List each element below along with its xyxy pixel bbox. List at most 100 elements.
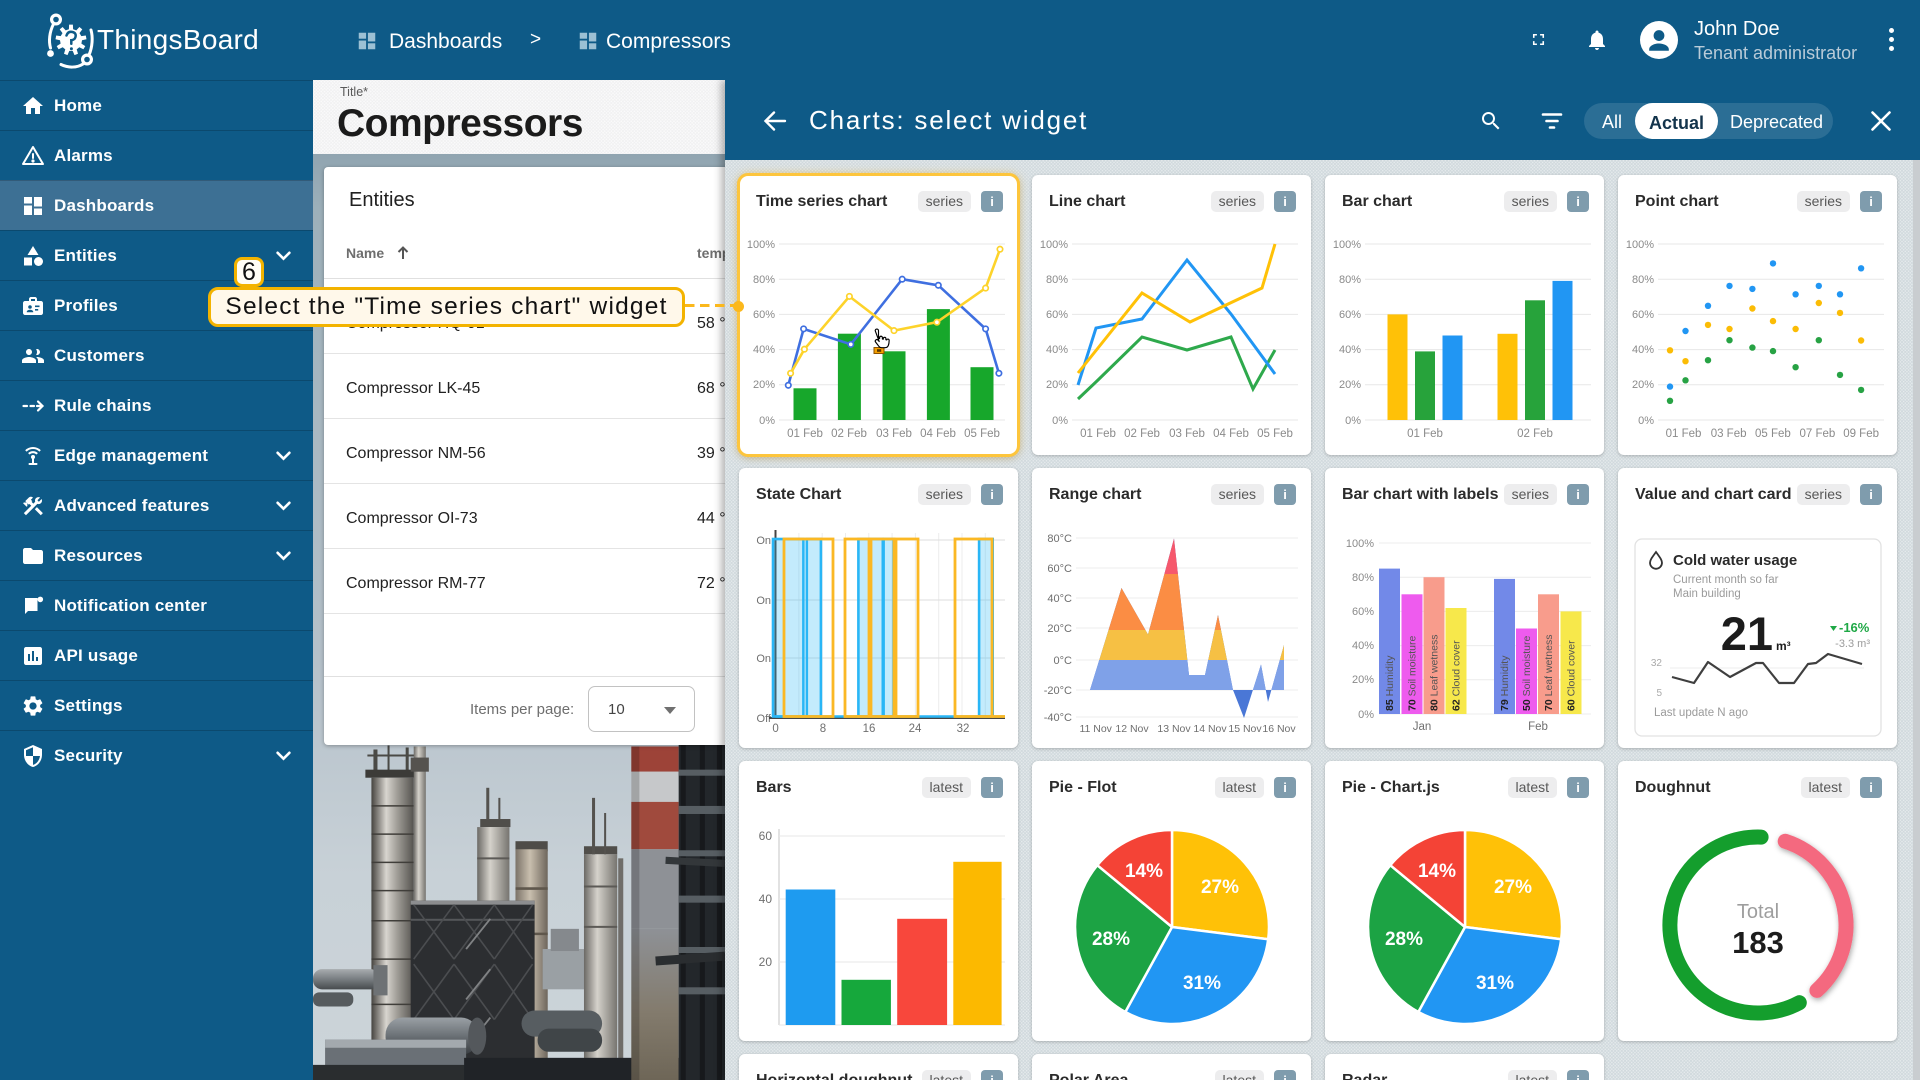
svg-text:40: 40 <box>759 892 773 906</box>
svg-text:8: 8 <box>820 723 826 735</box>
svg-text:Cold water usage: Cold water usage <box>1673 552 1797 569</box>
svg-text:70 Leaf wetness: 70 Leaf wetness <box>1543 635 1555 711</box>
svg-text:05 Feb: 05 Feb <box>964 428 1000 440</box>
svg-text:40%: 40% <box>1352 640 1374 652</box>
svg-text:40%: 40% <box>753 344 775 356</box>
svg-text:02 Feb: 02 Feb <box>1517 428 1553 440</box>
svg-text:0°C: 0°C <box>1054 655 1073 667</box>
svg-text:60%: 60% <box>1632 309 1654 321</box>
svg-text:20%: 20% <box>1339 379 1361 391</box>
svg-text:80%: 80% <box>1632 274 1654 286</box>
svg-text:04 Feb: 04 Feb <box>1213 428 1249 440</box>
svg-text:100%: 100% <box>1346 538 1374 550</box>
svg-text:60%: 60% <box>753 309 775 321</box>
svg-text:28%: 28% <box>1385 929 1423 950</box>
svg-text:0: 0 <box>772 723 778 735</box>
svg-text:60%: 60% <box>1046 309 1068 321</box>
svg-text:Off: Off <box>757 713 772 725</box>
svg-text:20%: 20% <box>1046 379 1068 391</box>
svg-text:Current month so far: Current month so far <box>1673 574 1779 586</box>
svg-text:Main building: Main building <box>1673 588 1741 600</box>
svg-text:05 Feb: 05 Feb <box>1257 428 1293 440</box>
svg-text:m³: m³ <box>1776 639 1791 653</box>
svg-text:80%: 80% <box>1046 274 1068 286</box>
svg-text:02 Feb: 02 Feb <box>831 428 867 440</box>
svg-text:03 Feb: 03 Feb <box>1711 428 1747 440</box>
svg-text:60°C: 60°C <box>1047 563 1072 575</box>
svg-text:20%: 20% <box>1352 674 1374 686</box>
svg-text:01 Feb: 01 Feb <box>1407 428 1443 440</box>
svg-text:40%: 40% <box>1632 344 1654 356</box>
svg-text:80 Leaf wetness: 80 Leaf wetness <box>1429 635 1441 711</box>
svg-text:02 Feb: 02 Feb <box>1124 428 1160 440</box>
svg-text:183: 183 <box>1732 925 1784 960</box>
svg-text:100%: 100% <box>1626 239 1654 251</box>
svg-text:14 Nov: 14 Nov <box>1193 723 1227 735</box>
svg-text:40%: 40% <box>1339 344 1361 356</box>
svg-text:60 Cloud cover: 60 Cloud cover <box>1566 640 1578 711</box>
svg-text:100%: 100% <box>1333 239 1361 251</box>
svg-text:-40°C: -40°C <box>1044 712 1072 724</box>
svg-text:01 Feb: 01 Feb <box>787 428 823 440</box>
svg-text:-16%: -16% <box>1839 620 1870 635</box>
svg-text:20°C: 20°C <box>1047 623 1072 635</box>
svg-text:100%: 100% <box>1040 239 1068 251</box>
svg-text:80°C: 80°C <box>1047 533 1072 545</box>
svg-text:03 Feb: 03 Feb <box>876 428 912 440</box>
svg-text:31%: 31% <box>1476 973 1514 994</box>
svg-text:11 Nov: 11 Nov <box>1079 723 1112 735</box>
svg-text:27%: 27% <box>1201 877 1239 898</box>
svg-text:24: 24 <box>909 723 922 735</box>
svg-text:05 Feb: 05 Feb <box>1755 428 1791 440</box>
svg-text:40%: 40% <box>1046 344 1068 356</box>
svg-text:14%: 14% <box>1418 861 1456 882</box>
svg-text:31%: 31% <box>1183 973 1221 994</box>
svg-text:50 Soil moisture: 50 Soil moisture <box>1521 636 1533 711</box>
svg-text:28%: 28% <box>1092 929 1130 950</box>
svg-text:Jan: Jan <box>1413 721 1432 733</box>
svg-text:20: 20 <box>759 955 773 969</box>
svg-text:0%: 0% <box>1638 415 1654 427</box>
svg-text:5: 5 <box>1656 688 1662 699</box>
svg-text:60: 60 <box>759 829 773 843</box>
svg-text:100%: 100% <box>747 239 775 251</box>
svg-text:12 Nov: 12 Nov <box>1115 723 1149 735</box>
svg-text:0%: 0% <box>1358 709 1374 721</box>
svg-text:0%: 0% <box>1345 415 1361 427</box>
svg-text:79 Humidity: 79 Humidity <box>1499 655 1511 711</box>
svg-text:07 Feb: 07 Feb <box>1799 428 1835 440</box>
svg-text:16: 16 <box>863 723 876 735</box>
svg-text:On: On <box>756 535 771 547</box>
svg-text:21: 21 <box>1721 607 1773 660</box>
svg-text:80%: 80% <box>753 274 775 286</box>
svg-text:01 Feb: 01 Feb <box>1666 428 1702 440</box>
svg-text:13 Nov: 13 Nov <box>1157 723 1191 735</box>
svg-text:15 Nov: 15 Nov <box>1228 723 1262 735</box>
svg-text:85 Humidity: 85 Humidity <box>1384 655 1396 711</box>
svg-text:-20°C: -20°C <box>1044 685 1072 697</box>
svg-text:80%: 80% <box>1352 572 1374 584</box>
svg-text:60%: 60% <box>1352 606 1374 618</box>
svg-text:62 Cloud cover: 62 Cloud cover <box>1451 640 1463 711</box>
svg-text:32: 32 <box>1651 658 1663 669</box>
svg-text:03 Feb: 03 Feb <box>1169 428 1205 440</box>
svg-text:Last update N ago: Last update N ago <box>1654 707 1748 719</box>
svg-text:60%: 60% <box>1339 309 1361 321</box>
svg-text:Total: Total <box>1737 901 1779 923</box>
svg-text:-3.3 m³: -3.3 m³ <box>1835 638 1870 650</box>
svg-text:09 Feb: 09 Feb <box>1843 428 1879 440</box>
svg-text:Feb: Feb <box>1528 721 1548 733</box>
svg-text:16 Nov: 16 Nov <box>1262 723 1296 735</box>
svg-text:01 Feb: 01 Feb <box>1080 428 1116 440</box>
svg-text:04 Feb: 04 Feb <box>920 428 956 440</box>
svg-text:20%: 20% <box>1632 379 1654 391</box>
svg-text:40°C: 40°C <box>1047 593 1072 605</box>
svg-text:27%: 27% <box>1494 877 1532 898</box>
svg-text:70 Soil moisture: 70 Soil moisture <box>1407 636 1419 711</box>
svg-text:0%: 0% <box>1052 415 1068 427</box>
svg-text:On: On <box>756 595 771 607</box>
svg-text:80%: 80% <box>1339 274 1361 286</box>
svg-text:20%: 20% <box>753 379 775 391</box>
svg-text:14%: 14% <box>1125 861 1163 882</box>
svg-text:32: 32 <box>957 723 970 735</box>
